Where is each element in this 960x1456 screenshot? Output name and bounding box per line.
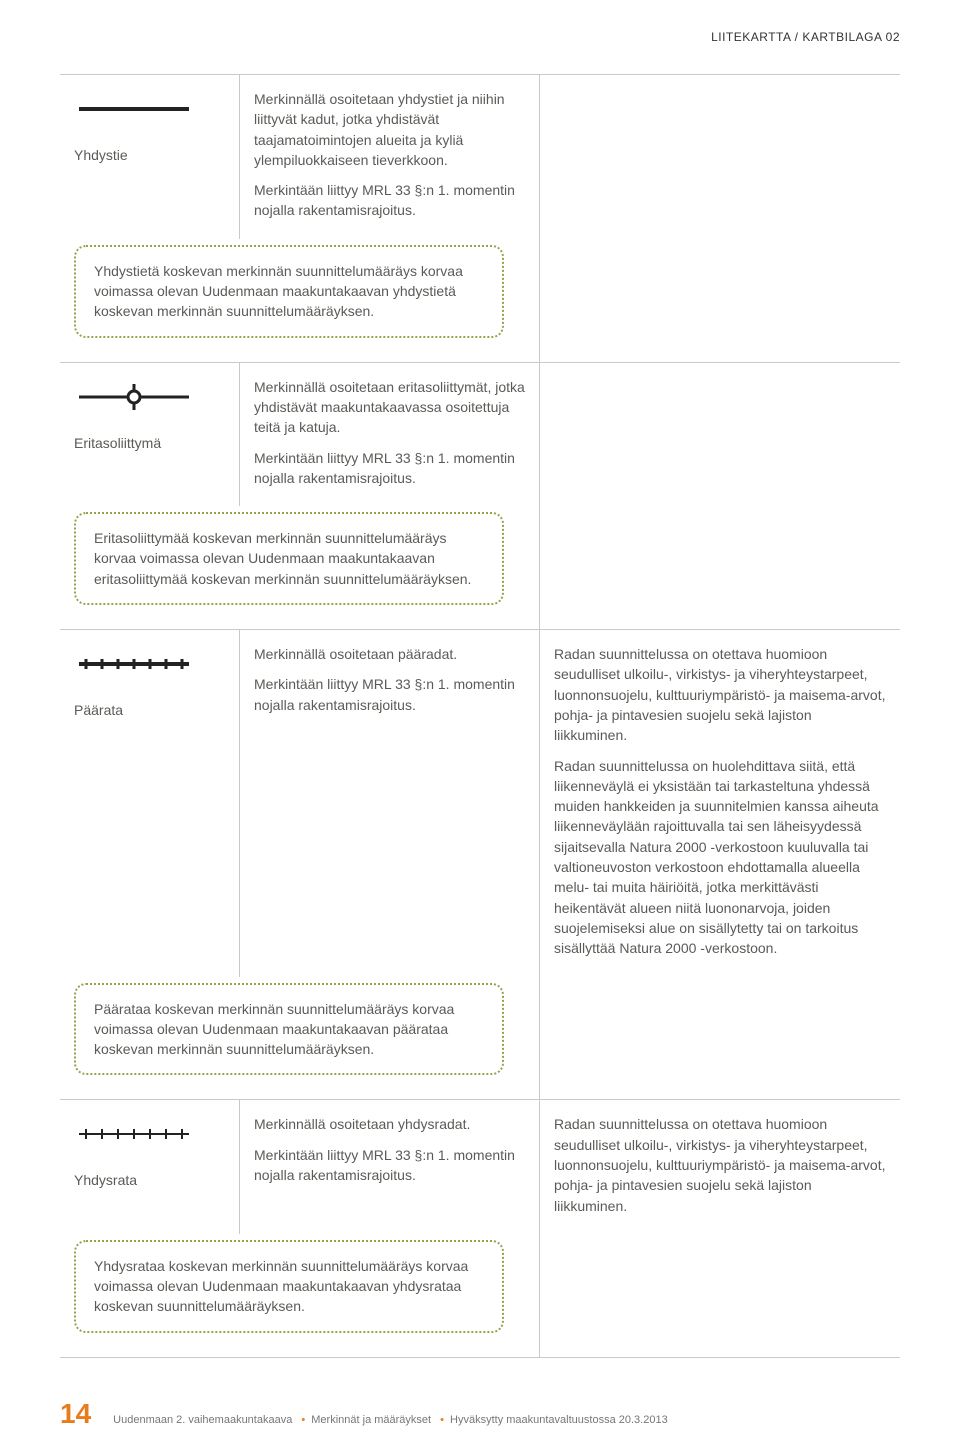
callout-row: Yhdysrataa koskevan merkinnän suunnittel… xyxy=(60,1234,900,1357)
interchange-icon xyxy=(74,377,225,417)
notes-cell xyxy=(540,75,900,239)
callout-box: Yhdystietä koskevan merkinnän suunnittel… xyxy=(74,245,504,338)
symbol-label: Yhdysrata xyxy=(74,1172,225,1188)
legend-row: PäärataMerkinnällä osoitetaan pääradat.M… xyxy=(60,630,900,976)
legend-section: Eritasoliittymä Merkinnällä osoitetaan er… xyxy=(60,362,900,629)
page-number: 14 xyxy=(60,1398,91,1430)
symbol-cell: Eritasoliittymä xyxy=(60,363,240,506)
footer-part: Hyväksytty maakuntavaltuustossa 20.3.201… xyxy=(434,1414,668,1426)
rail-main-icon xyxy=(74,644,225,684)
callout-box: Eritasoliittymää koskevan merkinnän suun… xyxy=(74,512,504,605)
footer-part: Merkinnät ja määräykset xyxy=(295,1414,431,1426)
legend-row: Eritasoliittymä Merkinnällä osoitetaan er… xyxy=(60,363,900,506)
rail-secondary-icon xyxy=(74,1114,225,1154)
symbol-cell: Yhdysrata xyxy=(60,1100,240,1233)
description-paragraph: Merkintään liittyy MRL 33 §:n 1. momenti… xyxy=(254,1145,525,1186)
legend-row: Yhdysrata Merkinnällä osoitetaan yhdysrad… xyxy=(60,1100,900,1233)
callout-right-spacer xyxy=(540,977,900,1100)
legend-section: Yhdystie Merkinnällä osoitetaan yhdystiet… xyxy=(60,74,900,362)
notes-cell: Radan suunnittelussa on otettava huomioo… xyxy=(540,1100,900,1233)
footer: 14 Uudenmaan 2. vaihemaakuntakaava Merki… xyxy=(60,1398,900,1430)
callout-cell: Yhdysrataa koskevan merkinnän suunnittel… xyxy=(60,1234,540,1357)
description-paragraph: Merkintään liittyy MRL 33 §:n 1. momenti… xyxy=(254,448,525,489)
notes-paragraph: Radan suunnittelussa on otettava huomioo… xyxy=(554,1114,886,1215)
description-paragraph: Merkinnällä osoitetaan eritasoliittymät,… xyxy=(254,377,525,438)
callout-right-spacer xyxy=(540,1234,900,1357)
callout-box: Päärataa koskevan merkinnän suunnittelum… xyxy=(74,983,504,1076)
legend-section: Yhdysrata Merkinnällä osoitetaan yhdysrad… xyxy=(60,1099,900,1357)
description-paragraph: Merkinnällä osoitetaan pääradat. xyxy=(254,644,525,664)
callout-row: Yhdystietä koskevan merkinnän suunnittel… xyxy=(60,239,900,362)
description-cell: Merkinnällä osoitetaan yhdystiet ja niih… xyxy=(240,75,540,239)
callout-row: Päärataa koskevan merkinnän suunnittelum… xyxy=(60,977,900,1100)
symbol-cell: Päärata xyxy=(60,630,240,976)
description-paragraph: Merkinnällä osoitetaan yhdysradat. xyxy=(254,1114,525,1134)
description-paragraph: Merkinnällä osoitetaan yhdystiet ja niih… xyxy=(254,89,525,170)
footer-text: Uudenmaan 2. vaihemaakuntakaava Merkinnä… xyxy=(113,1414,668,1426)
header-right: LIITEKARTTA / KARTBILAGA 02 xyxy=(60,30,900,44)
callout-cell: Eritasoliittymää koskevan merkinnän suun… xyxy=(60,506,540,629)
notes-cell xyxy=(540,363,900,506)
description-cell: Merkinnällä osoitetaan eritasoliittymät,… xyxy=(240,363,540,506)
callout-cell: Päärataa koskevan merkinnän suunnittelum… xyxy=(60,977,540,1100)
notes-paragraph: Radan suunnittelussa on otettava huomioo… xyxy=(554,644,886,745)
symbol-label: Päärata xyxy=(74,702,225,718)
notes-paragraph: Radan suunnittelussa on huolehdittava si… xyxy=(554,756,886,959)
symbol-label: Eritasoliittymä xyxy=(74,435,225,451)
line-solid-icon xyxy=(74,89,225,129)
description-paragraph: Merkintään liittyy MRL 33 §:n 1. momenti… xyxy=(254,674,525,715)
legend-row: Yhdystie Merkinnällä osoitetaan yhdystiet… xyxy=(60,75,900,239)
page: LIITEKARTTA / KARTBILAGA 02 Yhdystie Merk… xyxy=(0,0,960,1456)
description-paragraph: Merkintään liittyy MRL 33 §:n 1. momenti… xyxy=(254,180,525,221)
description-cell: Merkinnällä osoitetaan pääradat. Merkintä… xyxy=(240,630,540,976)
callout-right-spacer xyxy=(540,239,900,362)
footer-dot-icon xyxy=(434,1414,450,1426)
callout-cell: Yhdystietä koskevan merkinnän suunnittel… xyxy=(60,239,540,362)
symbol-cell: Yhdystie xyxy=(60,75,240,239)
description-cell: Merkinnällä osoitetaan yhdysradat. Merkin… xyxy=(240,1100,540,1233)
legend-section: PäärataMerkinnällä osoitetaan pääradat.M… xyxy=(60,629,900,1099)
callout-box: Yhdysrataa koskevan merkinnän suunnittel… xyxy=(74,1240,504,1333)
sections-container: Yhdystie Merkinnällä osoitetaan yhdystiet… xyxy=(60,74,900,1358)
notes-cell: Radan suunnittelussa on otettava huomioo… xyxy=(540,630,900,976)
callout-row: Eritasoliittymää koskevan merkinnän suun… xyxy=(60,506,900,629)
footer-part: Uudenmaan 2. vaihemaakuntakaava xyxy=(113,1414,292,1426)
symbol-label: Yhdystie xyxy=(74,147,225,163)
callout-right-spacer xyxy=(540,506,900,629)
footer-dot-icon xyxy=(295,1414,311,1426)
